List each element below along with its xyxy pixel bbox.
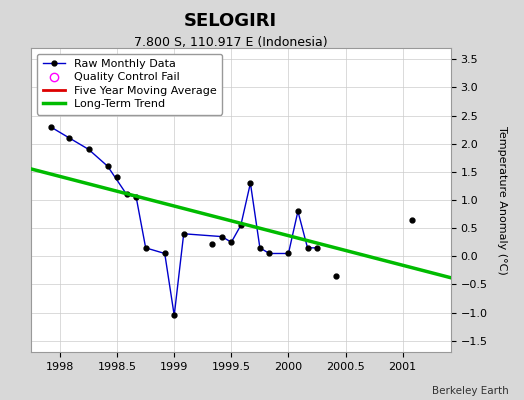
Line: Raw Monthly Data: Raw Monthly Data	[48, 124, 320, 318]
Raw Monthly Data	[133, 195, 139, 200]
Raw Monthly Data	[143, 246, 149, 250]
Raw Monthly Data	[67, 136, 73, 140]
Raw Monthly Data	[228, 240, 234, 245]
Raw Monthly Data	[47, 124, 53, 129]
Raw Monthly Data	[219, 234, 225, 239]
Text: SELOGIRI: SELOGIRI	[184, 12, 277, 30]
Raw Monthly Data	[247, 181, 254, 186]
Raw Monthly Data	[85, 147, 92, 152]
Raw Monthly Data	[266, 251, 272, 256]
Raw Monthly Data	[161, 251, 168, 256]
Raw Monthly Data	[124, 192, 130, 197]
Raw Monthly Data	[304, 246, 311, 250]
Raw Monthly Data	[238, 223, 244, 228]
Legend: Raw Monthly Data, Quality Control Fail, Five Year Moving Average, Long-Term Tren: Raw Monthly Data, Quality Control Fail, …	[37, 54, 222, 115]
Text: 7.800 S, 110.917 E (Indonesia): 7.800 S, 110.917 E (Indonesia)	[134, 36, 328, 49]
Raw Monthly Data	[181, 231, 187, 236]
Raw Monthly Data	[104, 164, 111, 169]
Raw Monthly Data	[314, 246, 320, 250]
Text: Berkeley Earth: Berkeley Earth	[432, 386, 508, 396]
Raw Monthly Data	[257, 246, 263, 250]
Y-axis label: Temperature Anomaly (°C): Temperature Anomaly (°C)	[497, 126, 507, 274]
Raw Monthly Data	[285, 251, 291, 256]
Raw Monthly Data	[171, 313, 177, 318]
Raw Monthly Data	[295, 209, 301, 214]
